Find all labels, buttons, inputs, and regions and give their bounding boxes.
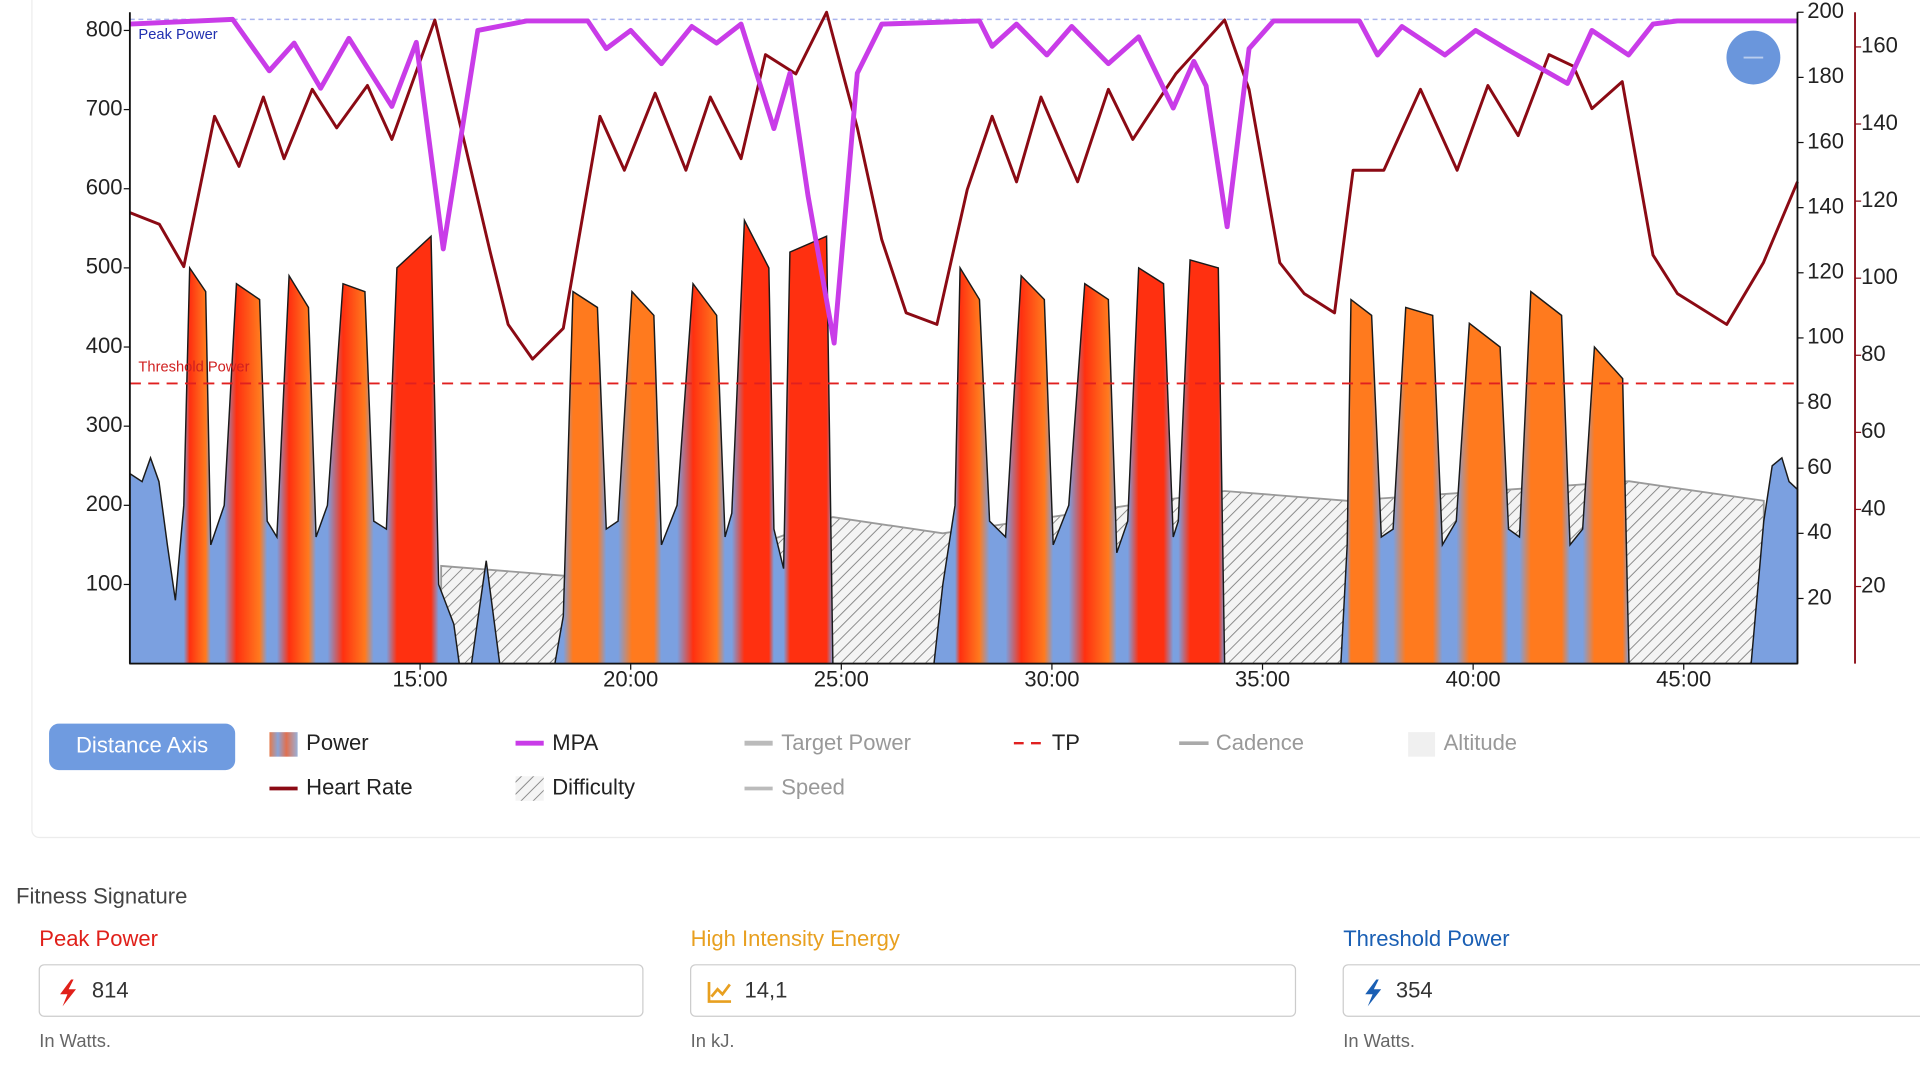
y3-tick-label: 160 <box>1861 33 1898 58</box>
y2-tick-label: 140 <box>1807 193 1844 218</box>
legend-label[interactable]: Speed <box>781 774 845 799</box>
y3-tick-label: 100 <box>1861 264 1898 289</box>
field-value: 14,1 <box>745 978 788 1003</box>
x-tick-label: 15:00 <box>393 667 448 692</box>
legend-label[interactable]: Power <box>306 730 368 755</box>
x-tick-label: 30:00 <box>1024 667 1079 692</box>
legend-label[interactable]: Target Power <box>781 730 911 755</box>
y-tick-label: 800 <box>86 16 123 41</box>
axis-button-label: Distance Axis <box>76 733 208 758</box>
legend-label[interactable]: Cadence <box>1216 730 1304 755</box>
chart-icon <box>707 981 732 1003</box>
y3-tick-label: 80 <box>1861 341 1886 366</box>
altitude-swatch <box>1408 732 1436 757</box>
bolt-icon <box>1365 979 1382 1007</box>
x-tick-label: 45:00 <box>1656 667 1711 692</box>
x-tick-label: 35:00 <box>1235 667 1290 692</box>
field-hint: In kJ. <box>691 1030 735 1051</box>
y-tick-label: 400 <box>86 333 123 358</box>
chart-card <box>31 0 1920 839</box>
axis-button[interactable] <box>49 723 236 771</box>
y-tick-label: 200 <box>86 491 123 516</box>
y-tick-label: 100 <box>86 570 123 595</box>
field-input[interactable] <box>1342 964 1920 1017</box>
y3-tick-label: 140 <box>1861 110 1898 135</box>
y2-tick-label: 20 <box>1807 584 1832 609</box>
y-tick-label: 700 <box>86 95 123 120</box>
y-tick-label: 600 <box>86 175 123 200</box>
peak-label: Peak Power <box>138 27 217 43</box>
x-tick-label: 25:00 <box>814 667 869 692</box>
legend-label[interactable]: TP <box>1052 730 1080 755</box>
y3-tick-label: 20 <box>1861 572 1886 597</box>
x-tick-label: 20:00 <box>603 667 658 692</box>
y3-tick-label: 60 <box>1861 418 1886 443</box>
threshold-label: Threshold Power <box>138 359 249 375</box>
y3-tick-label: 40 <box>1861 495 1886 520</box>
field-label: High Intensity Energy <box>691 926 900 951</box>
y2-tick-label: 40 <box>1807 519 1832 544</box>
y2-tick-label: 120 <box>1807 259 1844 284</box>
field-label: Peak Power <box>39 926 158 951</box>
field-hint: In Watts. <box>39 1030 111 1051</box>
y2-tick-label: 100 <box>1807 324 1844 349</box>
y2-tick-label: 180 <box>1807 63 1844 88</box>
y2-tick-label: 160 <box>1807 128 1844 153</box>
difficulty-swatch <box>515 776 544 801</box>
field-value: 814 <box>92 978 129 1003</box>
power-swatch <box>269 732 298 757</box>
y3-tick-label: 120 <box>1861 187 1898 212</box>
bolt-icon <box>60 979 77 1007</box>
plot: Peak Power Threshold Power 15:00 20:00 25:00… <box>86 0 1898 692</box>
field-hint: In Watts. <box>1343 1030 1415 1051</box>
legend-label[interactable]: Difficulty <box>552 774 635 799</box>
legend-label[interactable]: Heart Rate <box>306 774 412 799</box>
y2-tick-label: 60 <box>1807 454 1832 479</box>
legend-label[interactable]: Altitude <box>1444 730 1517 755</box>
field-label: Threshold Power <box>1343 926 1509 951</box>
y2-tick-label: 200 <box>1807 0 1844 23</box>
mpa-line <box>129 16 1798 346</box>
power-area <box>129 217 1799 665</box>
section-title: Fitness Signature <box>16 883 187 908</box>
heart-rate-line <box>129 10 1799 361</box>
y-tick-label: 500 <box>86 254 123 279</box>
legend-label[interactable]: MPA <box>552 730 598 755</box>
y-tick-label: 300 <box>86 412 123 437</box>
field-input[interactable] <box>690 964 1297 1017</box>
y2-tick-label: 80 <box>1807 389 1832 414</box>
x-tick-label: 40:00 <box>1446 667 1501 692</box>
field-value: 354 <box>1396 978 1433 1003</box>
field-input[interactable] <box>38 964 644 1017</box>
